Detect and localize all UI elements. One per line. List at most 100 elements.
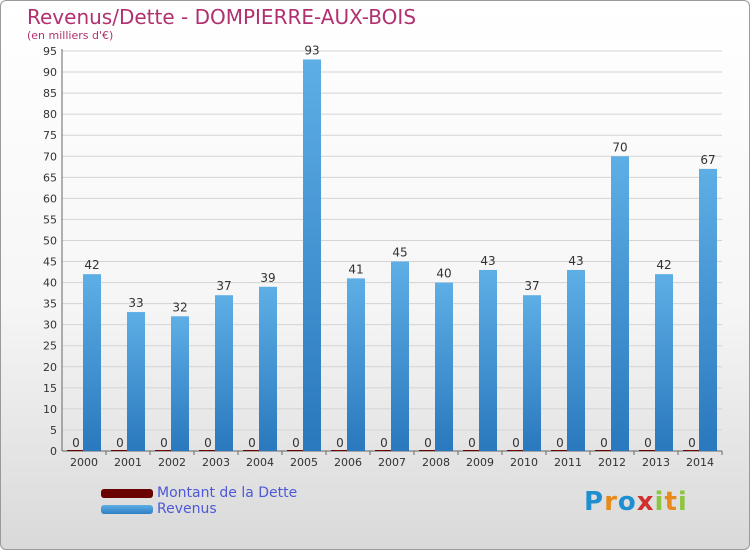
data-label-revenus-2007: 45: [392, 246, 407, 260]
data-label-revenus-2012: 70: [612, 140, 627, 154]
y-tick-label: 35: [43, 298, 57, 311]
x-tick-label: 2011: [554, 456, 582, 469]
data-label-dette-2010: 0: [512, 436, 520, 450]
logo-letter: i: [654, 487, 665, 517]
logo-letter: x: [636, 487, 655, 517]
data-label-dette-2012: 0: [600, 436, 608, 450]
legend-label-dette: Montant de la Dette: [157, 485, 298, 501]
data-label-revenus-2003: 37: [216, 279, 231, 293]
bar-dette-2005: [287, 450, 305, 451]
axes: 0 5 10 15 20 25 30 35 40 45 50 55 60 65 70 75 80 85 90 95 20…: [43, 45, 723, 469]
y-tick-label: 90: [43, 66, 57, 79]
data-label-dette-2006: 0: [336, 436, 344, 450]
y-tick-label: 80: [43, 108, 57, 121]
bar-dette-2014: [683, 450, 701, 451]
x-tick-label: 2009: [466, 456, 494, 469]
x-tick-label: 2002: [158, 456, 186, 469]
x-tick-label: 2006: [334, 456, 362, 469]
bar-dette-2010: [507, 450, 525, 451]
data-label-revenus-2002: 32: [172, 300, 187, 314]
data-label-dette-2005: 0: [292, 436, 300, 450]
chart-title: Revenus/Dette - DOMPIERRE-AUX-BOIS: [27, 5, 417, 29]
y-tick-label: 5: [50, 424, 57, 437]
bar-dette-2004: [243, 450, 261, 451]
data-label-dette-2003: 0: [204, 436, 212, 450]
legend-label-revenus: Revenus: [157, 501, 217, 517]
logo-letter: P: [584, 487, 605, 517]
y-tick-label: 15: [43, 382, 57, 395]
bar-dette-2001: [111, 450, 129, 451]
proxiti-logo: Proxiti: [584, 487, 688, 517]
bar-dette-2008: [419, 450, 437, 451]
y-tick-label: 10: [43, 403, 57, 416]
bar-dette-2012: [595, 450, 613, 451]
data-label-dette-2011: 0: [556, 436, 564, 450]
bar-dette-2006: [331, 450, 349, 451]
y-tick-label: 95: [43, 45, 57, 58]
bar-revenus-2012: [611, 156, 629, 451]
y-tick-label: 65: [43, 171, 57, 184]
data-label-revenus-2005: 93: [304, 43, 319, 57]
data-label-revenus-2006: 41: [348, 262, 363, 276]
bar-revenus-2013: [655, 274, 673, 451]
x-tick-label: 2000: [70, 456, 98, 469]
data-label-revenus-2004: 39: [260, 271, 275, 285]
bar-revenus-2001: [127, 312, 145, 451]
data-label-dette-2001: 0: [116, 436, 124, 450]
x-tick-label: 2004: [246, 456, 274, 469]
y-tick-label: 25: [43, 340, 57, 353]
y-tick-label: 0: [50, 445, 57, 458]
data-label-dette-2007: 0: [380, 436, 388, 450]
y-tick-label: 60: [43, 192, 57, 205]
y-tick-label: 50: [43, 234, 57, 247]
y-tick-label: 70: [43, 150, 57, 163]
data-label-revenus-2001: 33: [128, 296, 143, 310]
labels: 0 42 0 33 0 32 0 37 0 39 0 93 0 41 0 45 0 40 0 43 0 37 0 43 0 70 0…: [72, 43, 715, 450]
data-label-revenus-2014: 67: [700, 153, 715, 167]
bar-revenus-2005: [303, 59, 321, 451]
data-label-revenus-2013: 42: [656, 258, 671, 272]
chart-subtitle: (en milliers d'€): [27, 29, 114, 42]
data-label-revenus-2008: 40: [436, 267, 451, 281]
bar-dette-2011: [551, 450, 569, 451]
y-tick-label: 20: [43, 361, 57, 374]
bar-dette-2003: [199, 450, 217, 451]
logo-letter: t: [664, 487, 678, 517]
bar-dette-2009: [463, 450, 481, 451]
y-tick-label: 45: [43, 256, 57, 269]
x-tick-label: 2014: [686, 456, 714, 469]
bar-dette-2007: [375, 450, 393, 451]
bar-dette-2002: [155, 450, 173, 451]
x-tick-label: 2001: [114, 456, 142, 469]
logo-letter: i: [677, 487, 688, 517]
bar-revenus-2007: [391, 261, 409, 451]
bar-revenus-2006: [347, 278, 365, 451]
bar-revenus-2014: [699, 168, 717, 452]
data-label-dette-2014: 0: [688, 436, 696, 450]
x-tick-label: 2005: [290, 456, 318, 469]
data-label-dette-2008: 0: [424, 436, 432, 450]
x-tick-label: 2008: [422, 456, 450, 469]
data-label-dette-2013: 0: [644, 436, 652, 450]
y-tick-label: 75: [43, 129, 57, 142]
bar-revenus-2004: [259, 286, 277, 451]
y-tick-label: 40: [43, 277, 57, 290]
data-label-revenus-2009: 43: [480, 254, 495, 268]
legend-swatch-revenus: [101, 505, 153, 514]
bar-revenus-2011: [567, 269, 585, 451]
data-label-revenus-2011: 43: [568, 254, 583, 268]
y-tick-label: 55: [43, 213, 57, 226]
bar-revenus-2002: [171, 316, 189, 451]
logo-letter: r: [604, 487, 618, 517]
data-label-dette-2000: 0: [72, 436, 80, 450]
bar-revenus-2000: [83, 274, 101, 451]
bar-revenus-2003: [215, 295, 233, 451]
legend-swatch-dette: [101, 489, 153, 498]
bar-revenus-2009: [479, 269, 497, 451]
bar-revenus-2008: [435, 282, 453, 451]
data-label-revenus-2000: 42: [84, 258, 99, 272]
data-label-dette-2002: 0: [160, 436, 168, 450]
logo-letter: o: [617, 487, 637, 517]
data-label-dette-2009: 0: [468, 436, 476, 450]
